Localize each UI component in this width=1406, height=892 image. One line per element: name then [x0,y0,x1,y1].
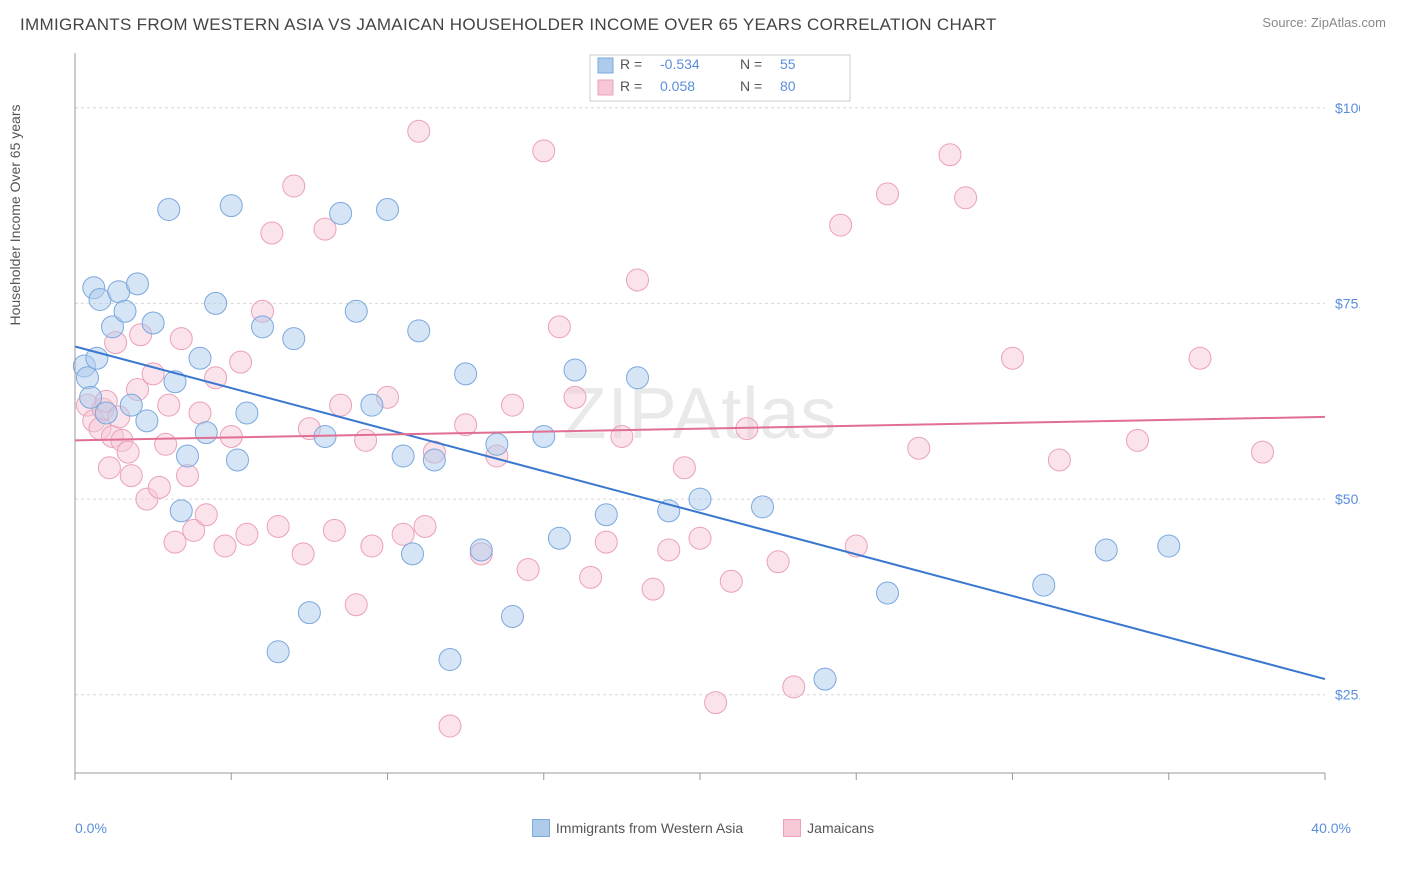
source-credit: Source: ZipAtlas.com [1262,15,1386,30]
svg-text:-0.534: -0.534 [660,56,700,72]
chart-header: IMMIGRANTS FROM WESTERN ASIA VS JAMAICAN… [20,15,1386,35]
legend-item-series-a: Immigrants from Western Asia [532,819,743,837]
svg-text:$25,000: $25,000 [1335,687,1360,703]
x-axis-max-label: 40.0% [1311,820,1351,836]
legend-swatch-b [783,819,801,837]
svg-text:$50,000: $50,000 [1335,491,1360,507]
svg-text:$100,000: $100,000 [1335,100,1360,116]
svg-text:R =: R = [620,78,642,94]
x-axis-min-label: 0.0% [75,820,107,836]
svg-text:55: 55 [780,56,796,72]
scatter-chart: $25,000 $50,000 $75,000 $100,000 ZIPAtlas R =… [20,43,1360,813]
svg-text:80: 80 [780,78,796,94]
y-axis-label: Householder Income Over 65 years [7,105,23,326]
legend-label-b: Jamaicans [807,820,874,836]
source-label: Source: [1262,15,1307,30]
legend-swatch-a [532,819,550,837]
svg-text:R =: R = [620,56,642,72]
legend-label-a: Immigrants from Western Asia [556,820,743,836]
svg-text:N =: N = [740,78,762,94]
svg-text:0.058: 0.058 [660,78,695,94]
svg-text:$75,000: $75,000 [1335,295,1360,311]
chart-container: Householder Income Over 65 years $25,000… [20,43,1386,813]
svg-text:ZIPAtlas: ZIPAtlas [563,374,838,454]
source-link[interactable]: ZipAtlas.com [1311,15,1386,30]
legend-item-series-b: Jamaicans [783,819,874,837]
svg-text:N =: N = [740,56,762,72]
chart-title: IMMIGRANTS FROM WESTERN ASIA VS JAMAICAN… [20,15,997,35]
bottom-legend: 0.0% Immigrants from Western Asia Jamaic… [20,819,1386,837]
